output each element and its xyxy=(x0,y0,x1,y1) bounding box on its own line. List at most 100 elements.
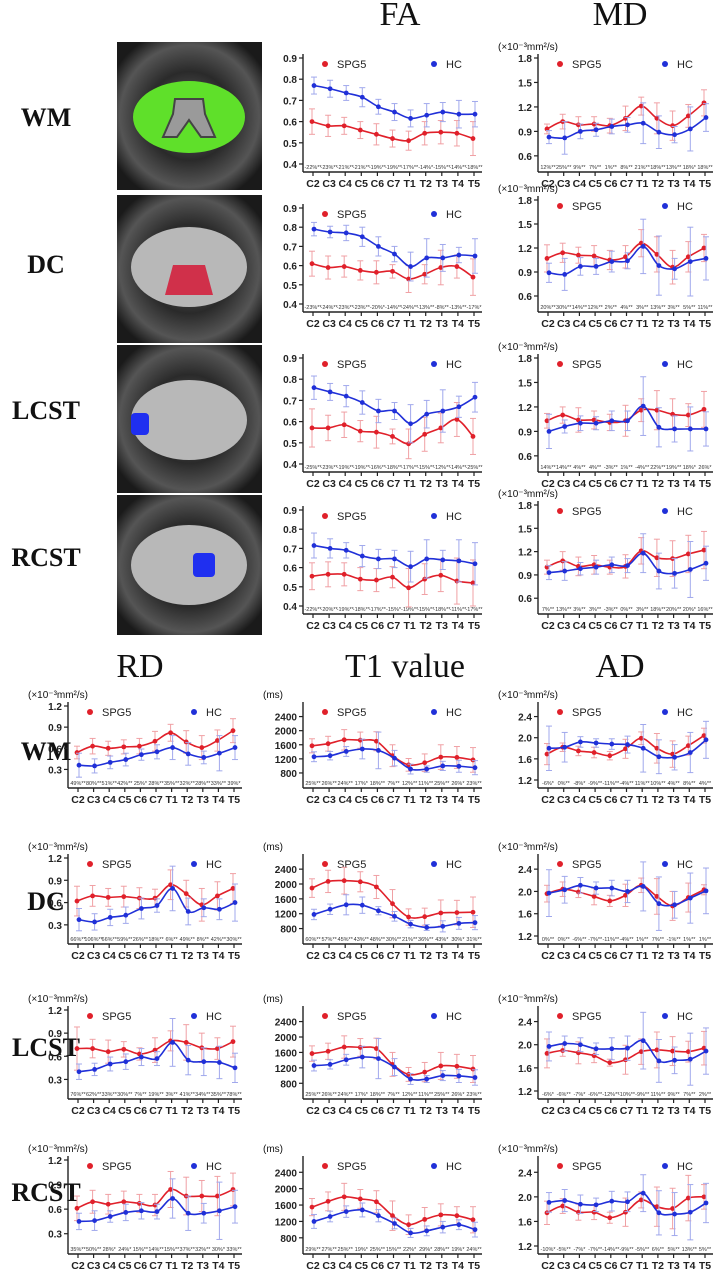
significance-annotation: 24%** xyxy=(466,1247,482,1253)
y-tick-label: 0.5 xyxy=(283,583,297,594)
data-point-hc xyxy=(311,543,317,548)
data-point-spg5 xyxy=(701,245,707,251)
data-point-hc xyxy=(311,754,317,760)
legend-marker-spg5 xyxy=(557,203,563,209)
x-tick-label: T5 xyxy=(699,1260,711,1272)
y-tick-label: 2000 xyxy=(275,1033,298,1044)
data-point-spg5 xyxy=(454,130,460,136)
x-tick-label: T2 xyxy=(652,794,664,806)
data-point-spg5 xyxy=(215,893,220,899)
significance-annotation: -11%** xyxy=(602,937,620,943)
data-point-spg5 xyxy=(357,576,363,582)
chart-svg: (×10⁻³mm²/s) 0.6 0.9 1.2 1.5 1.8 C2 20%** C3 30%*… xyxy=(498,184,713,330)
legend-label-spg5: SPG5 xyxy=(337,707,366,719)
data-point-hc xyxy=(359,234,365,240)
significance-annotation: 2%** xyxy=(605,305,618,311)
data-point-hc xyxy=(76,1219,82,1224)
x-tick-label: T2 xyxy=(420,318,432,330)
x-tick-label: C2 xyxy=(306,318,320,330)
significance-annotation: 3%** xyxy=(573,607,586,613)
y-tick-label: 2.4 xyxy=(518,713,532,724)
data-point-spg5 xyxy=(560,1048,566,1053)
data-point-hc xyxy=(408,116,413,121)
data-point-hc xyxy=(625,563,630,568)
data-point-spg5 xyxy=(438,129,444,135)
x-tick-label: C4 xyxy=(102,794,116,806)
y-tick-label: 0.9 xyxy=(48,723,62,734)
chart-svg: 0.4 0.5 0.6 0.7 0.8 0.9 C2 -22%** C3 -23%** C4 -21%… xyxy=(283,54,483,190)
data-point-hc xyxy=(703,1200,709,1206)
significance-annotation: -23%** xyxy=(304,305,322,311)
legend-marker-hc xyxy=(662,709,668,715)
significance-annotation: 18%* xyxy=(683,465,697,471)
x-tick-label: C5 xyxy=(588,178,602,190)
unit-label: (×10⁻³mm²/s) xyxy=(498,342,558,353)
data-point-hc xyxy=(107,1214,113,1219)
y-tick-label: 1.2 xyxy=(518,244,532,255)
significance-annotation: 57%** xyxy=(321,937,337,943)
chart-svg: (×10⁻³mm²/s) 0.3 0.6 0.9 1.2 C2 76%** C3 62%** C4… xyxy=(28,994,243,1117)
x-tick-label: T5 xyxy=(699,318,711,330)
data-point-spg5 xyxy=(357,127,363,133)
rcst-overlay xyxy=(193,553,215,577)
x-tick-label: T5 xyxy=(468,950,480,962)
x-tick-label: T2 xyxy=(181,794,193,806)
data-point-spg5 xyxy=(438,572,444,578)
x-tick-label: C4 xyxy=(338,478,352,490)
x-tick-label: T4 xyxy=(212,950,224,962)
significance-annotation: 8%** xyxy=(620,165,633,171)
x-tick-label: C5 xyxy=(355,478,369,490)
data-point-spg5 xyxy=(341,422,347,428)
x-tick-label: T4 xyxy=(683,950,695,962)
significance-annotation: 29%** xyxy=(305,1247,321,1253)
data-point-spg5 xyxy=(560,412,566,418)
data-point-hc xyxy=(343,1057,349,1063)
x-tick-label: C4 xyxy=(102,950,116,962)
chart-svg: (ms) 800 1200 1600 2000 2400 C2 29%** C3 27%** C4 2… xyxy=(263,1144,483,1272)
data-point-hc xyxy=(424,112,430,118)
x-tick-label: C5 xyxy=(588,1260,602,1272)
data-point-hc xyxy=(92,1218,97,1224)
y-tick-label: 2400 xyxy=(275,865,298,876)
significance-annotation: 43%** xyxy=(354,937,370,943)
unit-label: (×10⁻³mm²/s) xyxy=(498,690,558,701)
significance-annotation: 20%* xyxy=(683,607,697,613)
chart-md-dc: (×10⁻³mm²/s) 0.6 0.9 1.2 1.5 1.8 C2 20%** C3 30%*… xyxy=(490,180,721,343)
data-point-hc xyxy=(359,902,365,908)
x-tick-label: C2 xyxy=(306,620,320,632)
significance-annotation: 39%* xyxy=(227,781,241,787)
significance-annotation: -10%** xyxy=(618,1092,636,1098)
significance-annotation: 19%** xyxy=(148,1092,164,1098)
x-tick-label: T3 xyxy=(667,178,679,190)
data-point-hc xyxy=(562,744,568,750)
x-tick-label: T4 xyxy=(683,620,695,632)
data-point-hc xyxy=(408,264,413,269)
significance-annotation: -18%** xyxy=(353,607,371,613)
data-point-hc xyxy=(217,1060,222,1065)
data-point-spg5 xyxy=(406,914,411,920)
unit-label: (×10⁻³mm²/s) xyxy=(498,994,558,1005)
data-point-hc xyxy=(456,558,462,564)
data-point-hc xyxy=(123,757,129,762)
mri-image-dc xyxy=(117,195,262,343)
legend-label-spg5: SPG5 xyxy=(337,511,366,523)
data-point-hc xyxy=(593,1202,599,1208)
data-point-spg5 xyxy=(607,1060,613,1066)
y-tick-label: 1600 xyxy=(275,895,298,906)
significance-annotation: 36%** xyxy=(418,937,434,943)
significance-annotation: 17%* xyxy=(355,781,369,787)
data-point-hc xyxy=(456,1073,462,1079)
data-point-hc xyxy=(327,1061,333,1067)
data-point-hc xyxy=(593,420,599,426)
data-point-hc xyxy=(640,120,646,126)
data-point-spg5 xyxy=(309,261,315,267)
x-tick-label: T5 xyxy=(699,620,711,632)
data-point-hc xyxy=(472,111,478,117)
data-point-hc xyxy=(672,754,677,760)
y-tick-label: 1.6 xyxy=(518,755,532,766)
data-point-hc xyxy=(232,900,238,905)
x-tick-label: T2 xyxy=(420,794,432,806)
significance-annotation: 11%** xyxy=(635,781,651,787)
data-point-hc xyxy=(687,567,693,572)
x-tick-label: T4 xyxy=(683,178,695,190)
